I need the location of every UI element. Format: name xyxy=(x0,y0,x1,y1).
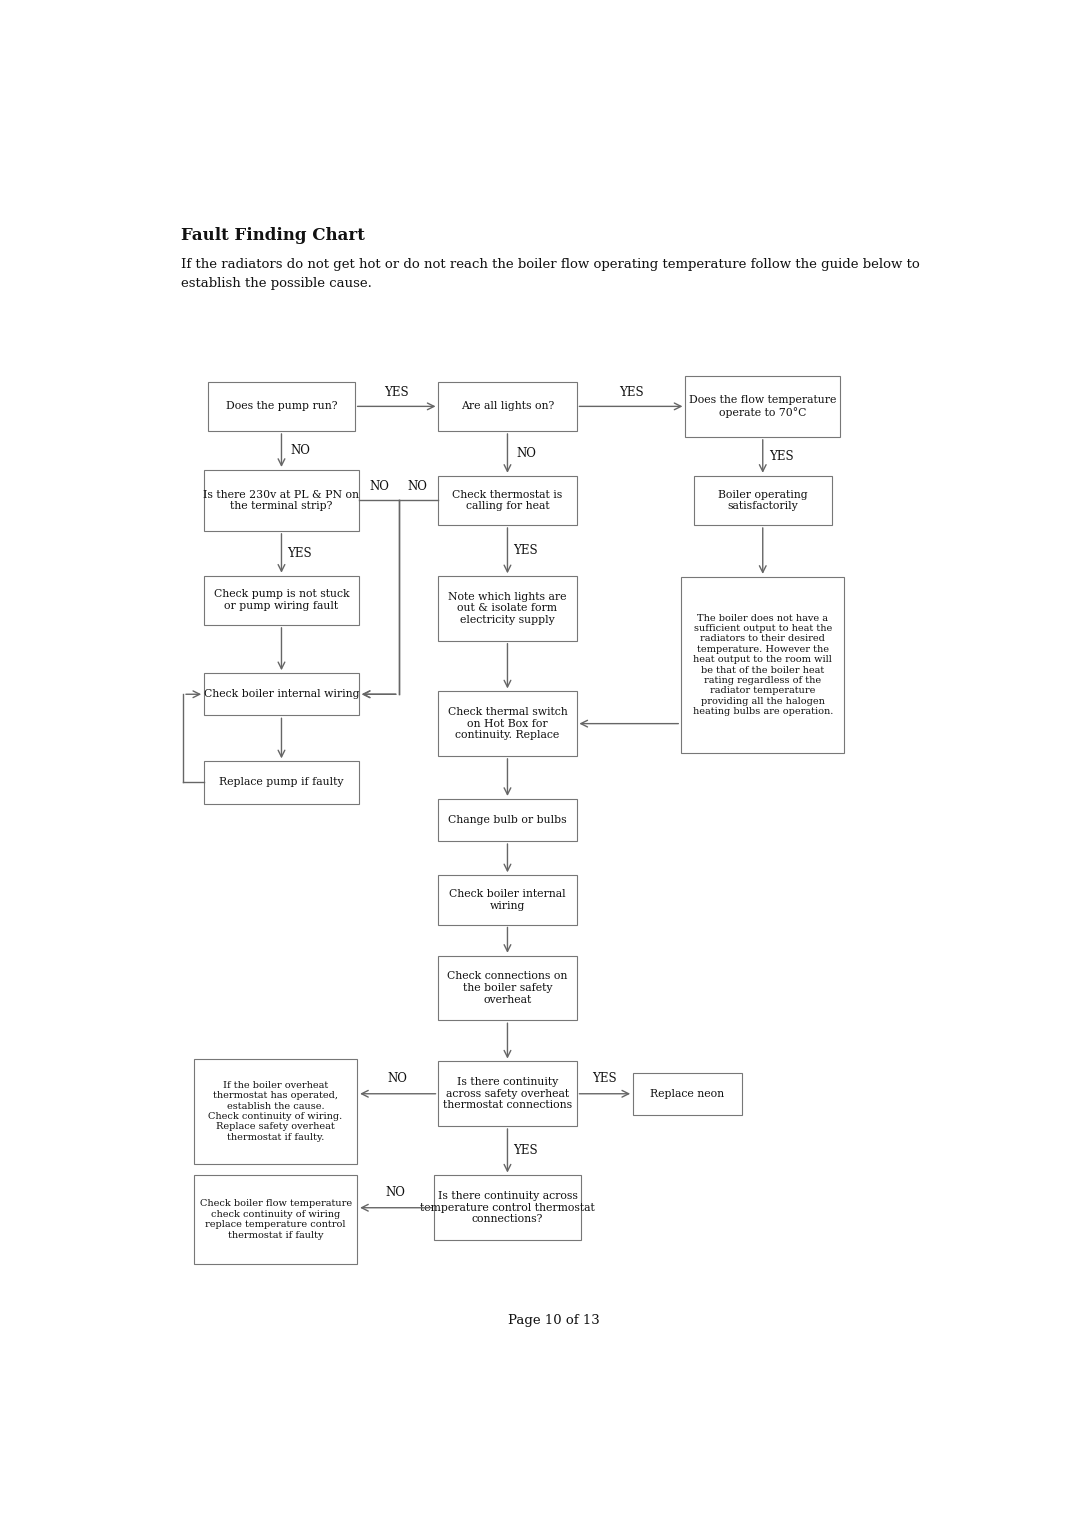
FancyBboxPatch shape xyxy=(438,476,577,525)
Text: Fault Finding Chart: Fault Finding Chart xyxy=(181,227,365,244)
FancyBboxPatch shape xyxy=(208,382,354,430)
Text: Does the pump run?: Does the pump run? xyxy=(226,401,337,412)
Text: Check thermostat is
calling for heat: Check thermostat is calling for heat xyxy=(453,490,563,511)
FancyBboxPatch shape xyxy=(204,470,359,531)
Text: Is there continuity
across safety overheat
thermostat connections: Is there continuity across safety overhe… xyxy=(443,1077,572,1111)
Text: YES: YES xyxy=(287,546,312,560)
FancyBboxPatch shape xyxy=(438,577,577,641)
Text: NO: NO xyxy=(407,479,428,493)
Text: Are all lights on?: Are all lights on? xyxy=(461,401,554,412)
FancyBboxPatch shape xyxy=(681,577,845,752)
Text: NO: NO xyxy=(369,479,390,493)
Text: If the boiler overheat
thermostat has operated,
establish the cause.
Check conti: If the boiler overheat thermostat has op… xyxy=(208,1080,342,1141)
Text: Does the flow temperature
operate to 70°C: Does the flow temperature operate to 70°… xyxy=(689,395,836,418)
Text: YES: YES xyxy=(593,1071,617,1085)
Text: If the radiators do not get hot or do not reach the boiler flow operating temper: If the radiators do not get hot or do no… xyxy=(181,258,920,290)
Text: YES: YES xyxy=(514,1144,538,1157)
FancyBboxPatch shape xyxy=(438,382,577,430)
FancyBboxPatch shape xyxy=(204,761,359,804)
Text: Check boiler internal
wiring: Check boiler internal wiring xyxy=(449,890,566,911)
Text: Replace neon: Replace neon xyxy=(650,1088,725,1099)
Text: Check connections on
the boiler safety
overheat: Check connections on the boiler safety o… xyxy=(447,972,568,1004)
Text: NO: NO xyxy=(386,1186,406,1199)
Text: NO: NO xyxy=(516,447,536,459)
Text: Change bulb or bulbs: Change bulb or bulbs xyxy=(448,815,567,826)
FancyBboxPatch shape xyxy=(204,575,359,626)
Text: YES: YES xyxy=(514,545,538,557)
Text: Check thermal switch
on Hot Box for
continuity. Replace: Check thermal switch on Hot Box for cont… xyxy=(447,707,567,740)
FancyBboxPatch shape xyxy=(633,1073,742,1116)
Text: Note which lights are
out & isolate form
electricity supply: Note which lights are out & isolate form… xyxy=(448,592,567,626)
FancyBboxPatch shape xyxy=(438,798,577,841)
FancyBboxPatch shape xyxy=(693,476,832,525)
Text: Check boiler flow temperature
check continuity of wiring
replace temperature con: Check boiler flow temperature check cont… xyxy=(200,1199,352,1239)
FancyBboxPatch shape xyxy=(434,1175,581,1241)
Text: NO: NO xyxy=(388,1071,408,1085)
Text: YES: YES xyxy=(384,386,409,398)
FancyBboxPatch shape xyxy=(194,1059,357,1164)
Text: The boiler does not have a
sufficient output to heat the
radiators to their desi: The boiler does not have a sufficient ou… xyxy=(692,613,833,716)
Text: YES: YES xyxy=(769,450,794,462)
Text: Replace pump if faulty: Replace pump if faulty xyxy=(219,777,343,787)
Text: Check boiler internal wiring: Check boiler internal wiring xyxy=(204,690,360,699)
FancyBboxPatch shape xyxy=(438,876,577,925)
Text: Page 10 of 13: Page 10 of 13 xyxy=(508,1314,599,1328)
Text: Is there continuity across
temperature control thermostat
connections?: Is there continuity across temperature c… xyxy=(420,1192,595,1224)
FancyBboxPatch shape xyxy=(438,1062,577,1126)
Text: YES: YES xyxy=(619,386,644,398)
FancyBboxPatch shape xyxy=(438,955,577,1021)
FancyBboxPatch shape xyxy=(686,375,840,436)
Text: Check pump is not stuck
or pump wiring fault: Check pump is not stuck or pump wiring f… xyxy=(214,589,349,610)
Text: NO: NO xyxy=(289,444,310,456)
Text: Boiler operating
satisfactorily: Boiler operating satisfactorily xyxy=(718,490,808,511)
FancyBboxPatch shape xyxy=(194,1175,357,1264)
FancyBboxPatch shape xyxy=(204,673,359,716)
FancyBboxPatch shape xyxy=(438,691,577,755)
Text: Is there 230v at PL & PN on
the terminal strip?: Is there 230v at PL & PN on the terminal… xyxy=(203,490,360,511)
